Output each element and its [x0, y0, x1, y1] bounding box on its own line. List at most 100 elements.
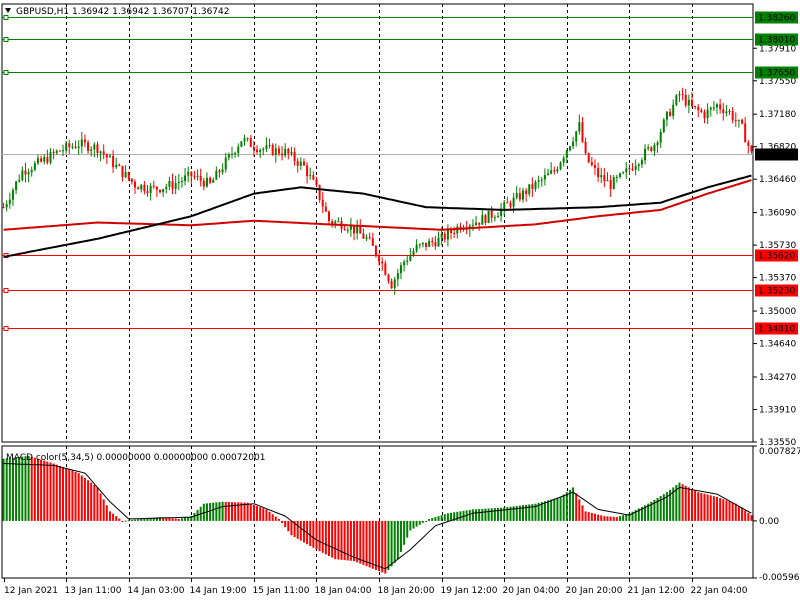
- candle-body[interactable]: [115, 164, 118, 168]
- candle-body[interactable]: [146, 191, 149, 193]
- candle-body[interactable]: [46, 157, 49, 163]
- candle-body[interactable]: [180, 181, 183, 183]
- candle-body[interactable]: [399, 265, 402, 274]
- candle-body[interactable]: [456, 226, 459, 234]
- candle-body[interactable]: [512, 197, 515, 207]
- candle-body[interactable]: [665, 111, 668, 120]
- candle-body[interactable]: [697, 106, 700, 111]
- candle-body[interactable]: [556, 169, 559, 172]
- candle-body[interactable]: [487, 210, 490, 223]
- candle-body[interactable]: [349, 225, 352, 230]
- candle-body[interactable]: [381, 261, 384, 264]
- candle-body[interactable]: [83, 139, 86, 143]
- candle-body[interactable]: [359, 226, 362, 234]
- candle-body[interactable]: [102, 151, 105, 155]
- candle-body[interactable]: [515, 193, 518, 198]
- candle-body[interactable]: [500, 208, 503, 217]
- candle-body[interactable]: [130, 178, 133, 182]
- candle-body[interactable]: [196, 175, 199, 177]
- candle-body[interactable]: [202, 180, 205, 187]
- candle-body[interactable]: [96, 144, 99, 153]
- candle-body[interactable]: [615, 177, 618, 179]
- candle-body[interactable]: [309, 175, 312, 177]
- candle-body[interactable]: [343, 229, 346, 231]
- candle-body[interactable]: [659, 131, 662, 143]
- candle-body[interactable]: [177, 182, 180, 184]
- candle-body[interactable]: [127, 172, 130, 179]
- candle-body[interactable]: [628, 168, 631, 170]
- candle-body[interactable]: [518, 193, 521, 200]
- candle-body[interactable]: [152, 185, 155, 187]
- candle-body[interactable]: [509, 203, 512, 207]
- candle-body[interactable]: [747, 142, 750, 146]
- candle-body[interactable]: [553, 170, 556, 172]
- candle-body[interactable]: [121, 165, 124, 178]
- candle-body[interactable]: [174, 183, 177, 189]
- candle-body[interactable]: [155, 186, 158, 190]
- candle-body[interactable]: [637, 164, 640, 167]
- candle-body[interactable]: [656, 142, 659, 146]
- candle-body[interactable]: [537, 180, 540, 182]
- candle-body[interactable]: [80, 139, 83, 147]
- candle-body[interactable]: [425, 242, 428, 247]
- candle-body[interactable]: [108, 155, 111, 158]
- candle-body[interactable]: [672, 104, 675, 116]
- candle-body[interactable]: [165, 186, 168, 189]
- candle-body[interactable]: [741, 119, 744, 124]
- candle-body[interactable]: [578, 122, 581, 132]
- candle-body[interactable]: [450, 229, 453, 233]
- candle-body[interactable]: [719, 104, 722, 110]
- candle-body[interactable]: [65, 143, 68, 151]
- candle-body[interactable]: [212, 179, 215, 183]
- candle-body[interactable]: [15, 181, 18, 191]
- candle-body[interactable]: [168, 180, 171, 187]
- candle-body[interactable]: [650, 147, 653, 152]
- candle-body[interactable]: [750, 145, 753, 152]
- candle-body[interactable]: [559, 162, 562, 170]
- candle-body[interactable]: [465, 228, 468, 230]
- candle-body[interactable]: [534, 181, 537, 189]
- candle-body[interactable]: [221, 169, 224, 173]
- candle-body[interactable]: [619, 173, 622, 178]
- candle-body[interactable]: [415, 244, 418, 252]
- candle-body[interactable]: [734, 119, 737, 121]
- candle-body[interactable]: [205, 177, 208, 187]
- candle-body[interactable]: [712, 107, 715, 109]
- candle-body[interactable]: [40, 158, 43, 162]
- candle-body[interactable]: [193, 176, 196, 178]
- candle-body[interactable]: [149, 185, 152, 193]
- candle-body[interactable]: [475, 222, 478, 226]
- candle-body[interactable]: [634, 166, 637, 170]
- candle-body[interactable]: [296, 161, 299, 166]
- candle-body[interactable]: [575, 131, 578, 142]
- candle-body[interactable]: [506, 202, 509, 204]
- candle-body[interactable]: [281, 153, 284, 156]
- candle-body[interactable]: [99, 151, 102, 153]
- candle-body[interactable]: [331, 221, 334, 224]
- candle-body[interactable]: [725, 111, 728, 114]
- candle-body[interactable]: [744, 123, 747, 143]
- candle-body[interactable]: [484, 215, 487, 223]
- candle-body[interactable]: [284, 148, 287, 156]
- candle-body[interactable]: [124, 172, 127, 178]
- candle-body[interactable]: [478, 222, 481, 225]
- candle-body[interactable]: [387, 274, 390, 282]
- candle-body[interactable]: [681, 94, 684, 96]
- candle-body[interactable]: [90, 149, 93, 151]
- candle-body[interactable]: [306, 165, 309, 177]
- candle-body[interactable]: [622, 172, 625, 174]
- candle-body[interactable]: [18, 179, 21, 182]
- chevron-down-icon[interactable]: [5, 8, 11, 13]
- candle-body[interactable]: [690, 99, 693, 106]
- candle-body[interactable]: [418, 244, 421, 246]
- candle-body[interactable]: [105, 154, 108, 158]
- candle-body[interactable]: [428, 240, 431, 247]
- candle-body[interactable]: [87, 142, 90, 151]
- candle-body[interactable]: [612, 177, 615, 189]
- candle-body[interactable]: [368, 237, 371, 239]
- candle-body[interactable]: [496, 216, 499, 218]
- candle-body[interactable]: [421, 242, 424, 245]
- candle-body[interactable]: [337, 221, 340, 223]
- candle-body[interactable]: [490, 210, 493, 218]
